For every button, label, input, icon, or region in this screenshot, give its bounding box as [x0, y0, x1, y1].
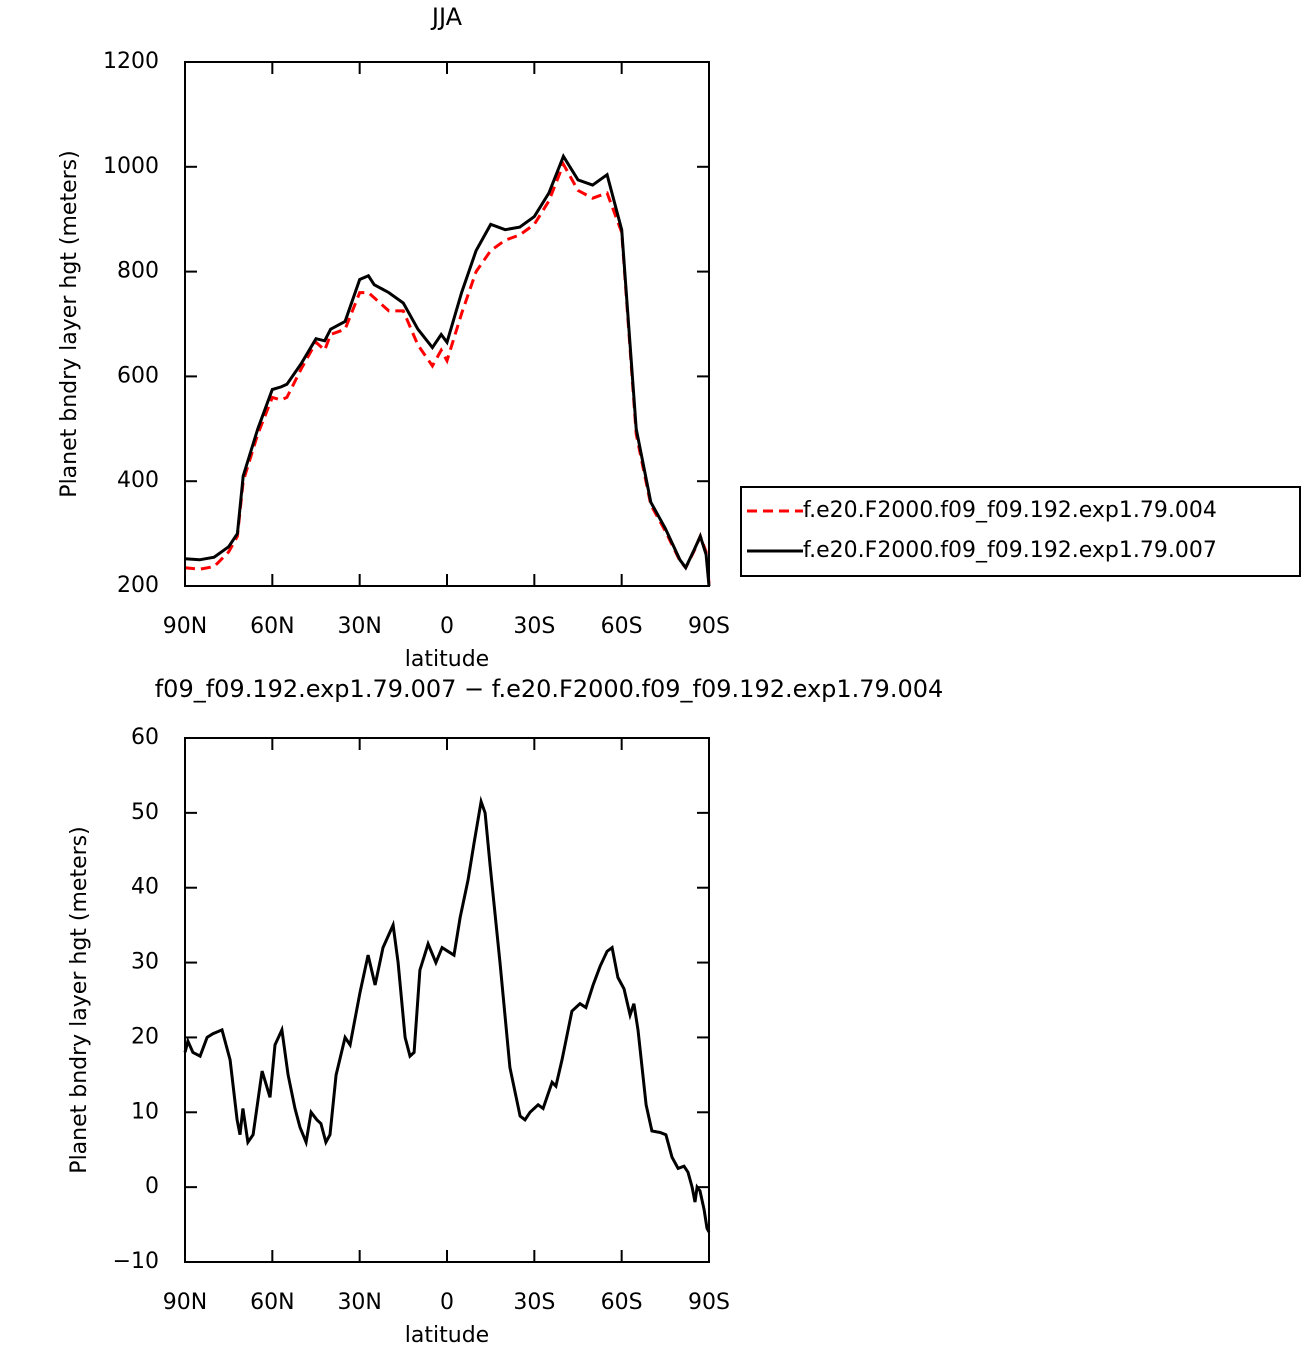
y-tick-label: 600 [117, 363, 159, 388]
legend-label: f.e20.F2000.f09_f09.192.exp1.79.004 [803, 498, 1217, 523]
x-tick-label: 0 [440, 1290, 454, 1315]
y-tick-label: 0 [145, 1174, 159, 1199]
x-tick-label: 30N [337, 614, 381, 639]
y-tick-label: 60 [131, 725, 159, 750]
x-axis-label: latitude [405, 647, 489, 672]
x-tick-label: 30S [513, 614, 555, 639]
plot-frame [184, 61, 710, 587]
x-tick-label: 60S [601, 1290, 643, 1315]
y-tick-label: 30 [131, 950, 159, 975]
x-tick-label: 60S [601, 614, 643, 639]
y-tick-label: 1200 [103, 49, 159, 74]
x-tick-label: 60N [250, 1290, 294, 1315]
series-line [183, 795, 711, 1233]
y-tick-label: 1000 [103, 154, 159, 179]
y-axis-label: Planet bndry layer hgt (meters) [57, 150, 82, 497]
legend-box [740, 486, 1301, 577]
plot-frame [184, 737, 710, 1263]
x-tick-label: 90N [163, 1290, 207, 1315]
y-tick-label: −10 [113, 1249, 159, 1274]
x-axis-label: latitude [405, 1323, 489, 1348]
chart-title: f09_f09.192.exp1.79.007 − f.e20.F2000.f0… [155, 675, 944, 703]
legend-label: f.e20.F2000.f09_f09.192.exp1.79.007 [803, 538, 1217, 563]
x-tick-label: 60N [250, 614, 294, 639]
y-tick-label: 50 [131, 800, 159, 825]
y-tick-label: 200 [117, 573, 159, 598]
x-tick-label: 30N [337, 1290, 381, 1315]
y-tick-label: 800 [117, 259, 159, 284]
chart-title: JJA [430, 3, 463, 31]
x-tick-label: 0 [440, 614, 454, 639]
y-tick-label: 20 [131, 1024, 159, 1049]
x-tick-label: 90N [163, 614, 207, 639]
y-tick-label: 400 [117, 468, 159, 493]
x-tick-label: 90S [688, 1290, 730, 1315]
series-line [184, 152, 711, 587]
y-axis-label: Planet bndry layer hgt (meters) [67, 826, 92, 1173]
series-line [184, 160, 711, 584]
y-tick-label: 40 [131, 875, 159, 900]
x-tick-label: 90S [688, 614, 730, 639]
x-tick-label: 30S [513, 1290, 555, 1315]
y-tick-label: 10 [131, 1099, 159, 1124]
